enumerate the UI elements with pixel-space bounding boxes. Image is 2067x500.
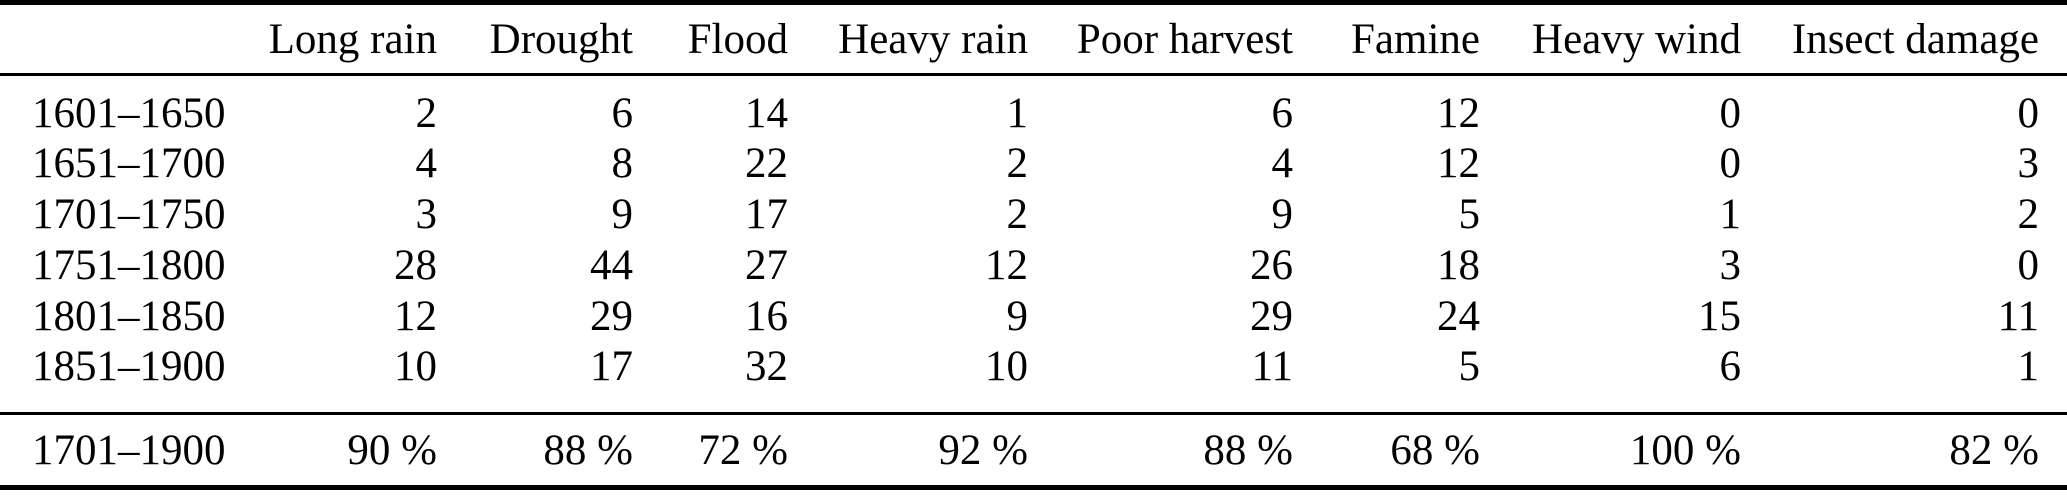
row-label: 1851–1900 [32, 343, 226, 390]
header-row: Long rain Drought Flood Heavy rain Poor … [0, 3, 2067, 75]
row-label: 1601–1650 [32, 90, 226, 137]
value-cell: 8 [611, 140, 634, 187]
value-cell: 12 [985, 242, 1028, 289]
value-cell: 10 [394, 343, 437, 390]
value-cell: 14 [745, 90, 788, 137]
value-cell: 2 [1006, 191, 1029, 238]
value-cell: 9 [611, 191, 634, 238]
value-cell: 26 [1250, 242, 1293, 289]
column-header-insect-damage: Insect damage [1791, 15, 2039, 63]
value-cell: 4 [1271, 140, 1294, 187]
value-cell: 2 [415, 90, 438, 137]
summary-value-cell: 92 % [938, 426, 1028, 474]
column-header-flood: Flood [687, 15, 788, 63]
summary-value-cell: 82 % [1949, 426, 2039, 474]
value-cell: 24 [1437, 293, 1480, 340]
value-cell: 17 [745, 191, 788, 238]
column-header-drought: Drought [489, 15, 633, 63]
value-cell: 4 [415, 140, 438, 187]
summary-value-cell: 100 % [1629, 426, 1741, 474]
value-cell: 32 [745, 343, 788, 390]
row-label: 1801–1850 [32, 293, 226, 340]
summary-row-label: 1701–1900 [32, 426, 226, 474]
row-label: 1701–1750 [32, 191, 226, 238]
table-row: 1751–1800 28 44 27 12 26 18 3 0 [0, 240, 2067, 291]
table-row: 1651–1700 4 8 22 2 4 12 0 3 [0, 138, 2067, 189]
table-row: 1851–1900 10 17 32 10 11 5 6 1 [0, 342, 2067, 414]
value-cell: 1 [2017, 343, 2040, 390]
value-cell: 11 [1997, 293, 2039, 340]
summary-value-cell: 88 % [543, 426, 633, 474]
column-header-empty [0, 3, 245, 75]
value-cell: 1 [1719, 191, 1742, 238]
column-header-poor-harvest: Poor harvest [1076, 15, 1293, 63]
table-row: 1701–1750 3 9 17 2 9 5 1 2 [0, 189, 2067, 240]
value-cell: 5 [1458, 191, 1481, 238]
value-cell: 6 [1271, 90, 1294, 137]
row-label: 1751–1800 [32, 242, 226, 289]
value-cell: 10 [985, 343, 1028, 390]
value-cell: 0 [1719, 90, 1742, 137]
value-cell: 12 [1437, 140, 1480, 187]
table-row: 1601–1650 2 6 14 1 6 12 0 0 [0, 75, 2067, 139]
value-cell: 3 [415, 191, 438, 238]
value-cell: 27 [745, 242, 788, 289]
value-cell: 12 [394, 293, 437, 340]
value-cell: 0 [2017, 242, 2040, 289]
value-cell: 44 [590, 242, 633, 289]
summary-value-cell: 90 % [347, 426, 437, 474]
value-cell: 1 [1006, 90, 1029, 137]
value-cell: 2 [2017, 191, 2040, 238]
column-header-heavy-wind: Heavy wind [1532, 15, 1741, 63]
value-cell: 3 [2017, 140, 2040, 187]
value-cell: 6 [611, 90, 634, 137]
summary-row: 1701–1900 90 % 88 % 72 % 92 % 88 % 68 % … [0, 414, 2067, 488]
value-cell: 6 [1719, 343, 1742, 390]
summary-value-cell: 68 % [1390, 426, 1480, 474]
value-cell: 16 [745, 293, 788, 340]
value-cell: 3 [1719, 242, 1742, 289]
value-cell: 2 [1006, 140, 1029, 187]
value-cell: 9 [1006, 293, 1029, 340]
value-cell: 18 [1437, 242, 1480, 289]
value-cell: 15 [1698, 293, 1741, 340]
value-cell: 0 [1719, 140, 1742, 187]
summary-value-cell: 72 % [698, 426, 788, 474]
column-header-heavy-rain: Heavy rain [838, 15, 1028, 63]
value-cell: 9 [1271, 191, 1294, 238]
value-cell: 11 [1251, 343, 1293, 390]
value-cell: 28 [394, 242, 437, 289]
value-cell: 29 [1250, 293, 1293, 340]
value-cell: 17 [590, 343, 633, 390]
row-label: 1651–1700 [32, 140, 226, 187]
value-cell: 12 [1437, 90, 1480, 137]
table-row: 1801–1850 12 29 16 9 29 24 15 11 [0, 291, 2067, 342]
value-cell: 5 [1458, 343, 1481, 390]
summary-value-cell: 88 % [1203, 426, 1293, 474]
column-header-famine: Famine [1351, 15, 1480, 63]
column-header-long-rain: Long rain [268, 15, 437, 63]
value-cell: 0 [2017, 90, 2040, 137]
value-cell: 22 [745, 140, 788, 187]
value-cell: 29 [590, 293, 633, 340]
